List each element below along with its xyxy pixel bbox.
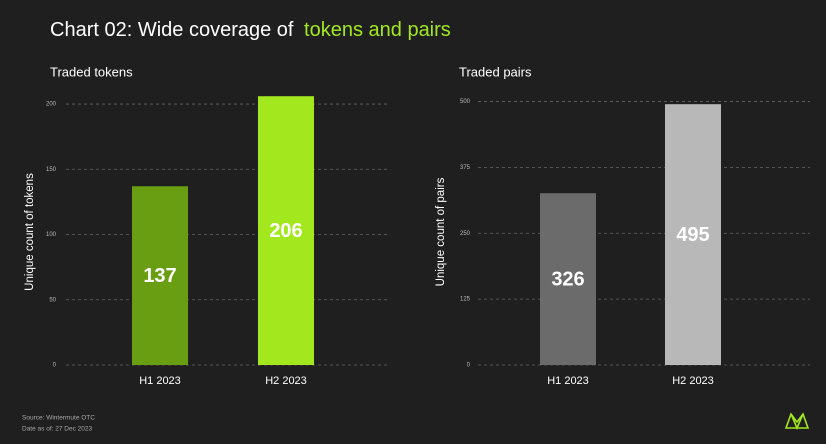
- y-tick-label: 200: [46, 102, 57, 108]
- y-axis-label: Unique count of tokens: [24, 173, 36, 291]
- logo: [784, 412, 810, 431]
- value-label: 137: [143, 265, 176, 287]
- value-label: 326: [551, 268, 584, 290]
- y-tick-label: 0: [53, 363, 57, 369]
- y-tick-label: 0: [467, 363, 471, 369]
- x-tick-label: H2 2023: [672, 375, 714, 387]
- title-text: Chart 02: Wide coverage of: [50, 19, 294, 41]
- y-tick-label: 375: [460, 165, 471, 171]
- source: Source: Wintermute OTC: [22, 415, 95, 422]
- value-label: 495: [676, 224, 709, 246]
- page-title: Chart 02: Wide coverage of tokens and pa…: [50, 19, 451, 41]
- bar: [665, 104, 721, 365]
- bar: [540, 193, 596, 365]
- x-tick-label: H2 2023: [265, 375, 307, 387]
- y-tick-label: 125: [460, 297, 471, 303]
- chart-title: Traded tokens: [50, 64, 133, 79]
- bar: [132, 186, 188, 365]
- date: Date as of: 27 Dec 2023: [22, 426, 92, 433]
- y-tick-label: 150: [46, 167, 57, 173]
- bar: [258, 96, 314, 365]
- x-tick-label: H1 2023: [547, 375, 589, 387]
- value-label: 206: [269, 220, 302, 242]
- y-tick-label: 100: [46, 232, 57, 238]
- y-axis-label: Unique count of pairs: [435, 177, 447, 286]
- x-tick-label: H1 2023: [139, 375, 181, 387]
- chart-title: Traded pairs: [459, 64, 532, 79]
- y-tick-label: 50: [49, 297, 56, 303]
- y-tick-label: 500: [460, 99, 471, 105]
- title-highlight: tokens and pairs: [304, 19, 451, 41]
- y-tick-label: 250: [460, 231, 471, 237]
